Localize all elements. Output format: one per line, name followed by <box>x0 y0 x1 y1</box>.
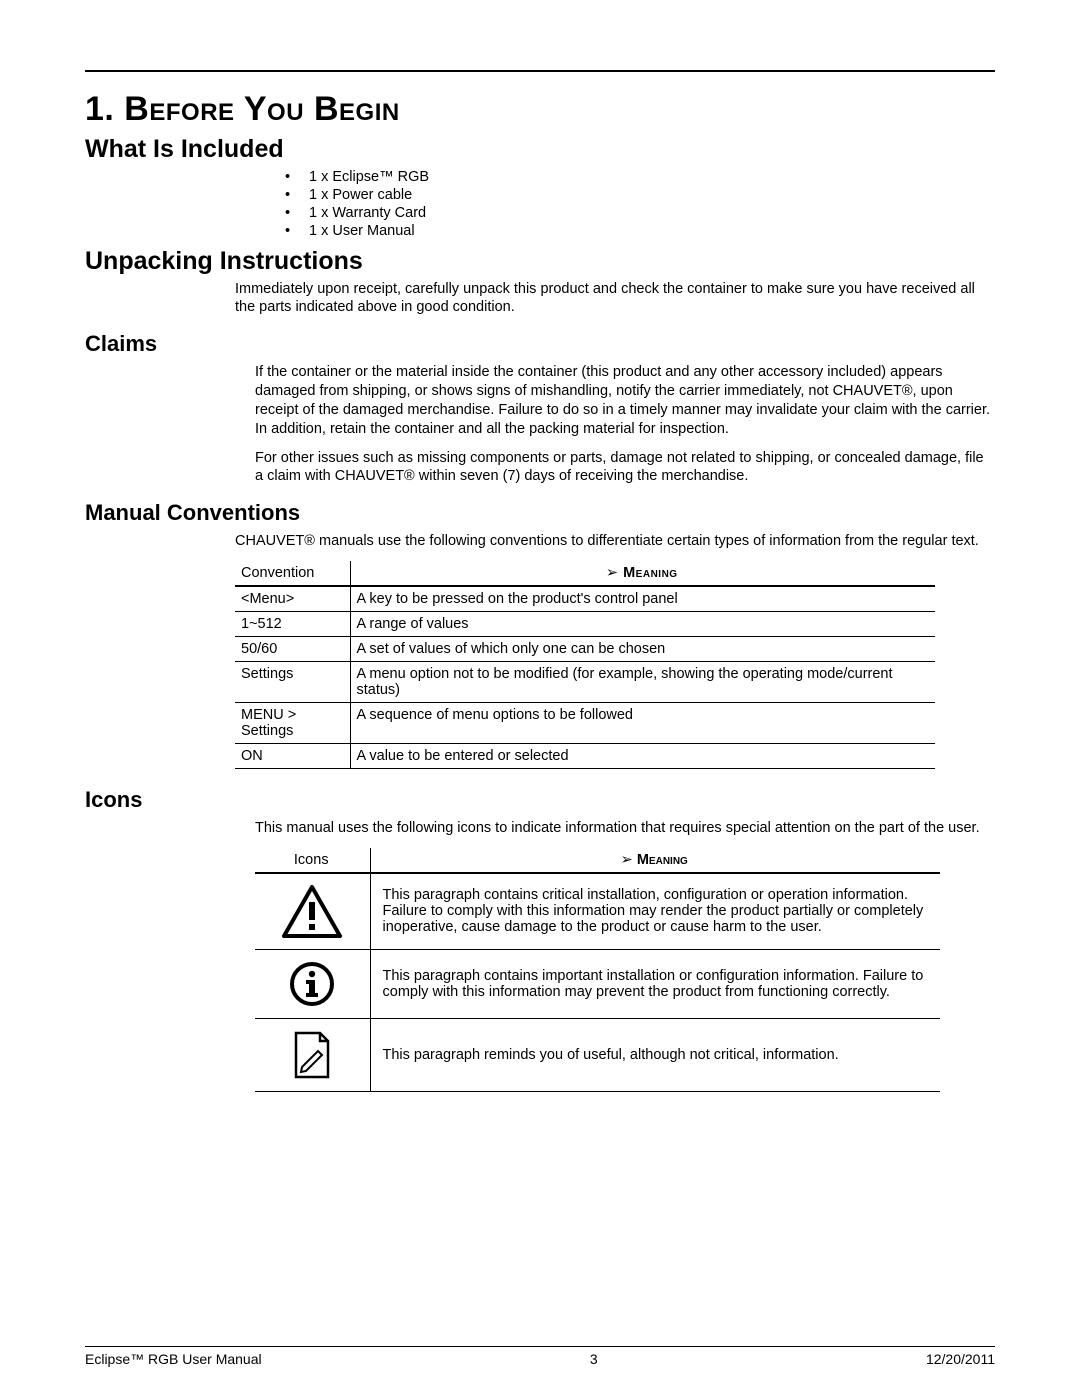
icon-meaning: This paragraph reminds you of useful, al… <box>370 1018 940 1091</box>
list-item: 1 x User Manual <box>285 222 995 240</box>
icons-table: Icons Meaning This paragraph contains cr… <box>255 848 940 1092</box>
th-meaning: Meaning <box>350 561 935 586</box>
warning-icon-cell <box>255 873 370 950</box>
conv-meaning: A sequence of menu options to be followe… <box>350 703 935 744</box>
conventions-table: Convention Meaning <Menu>A key to be pre… <box>235 561 935 769</box>
conventions-intro: CHAUVET® manuals use the following conve… <box>235 532 995 551</box>
subsection-claims: Claims <box>85 331 995 357</box>
icon-meaning: This paragraph contains important instal… <box>370 949 940 1018</box>
conv-meaning: A key to be pressed on the product's con… <box>350 586 935 612</box>
conv-meaning: A range of values <box>350 612 935 637</box>
page-heading: 1. Before You Begin <box>85 90 995 129</box>
list-item: 1 x Eclipse™ RGB <box>285 168 995 186</box>
subsection-icons: Icons <box>85 787 995 813</box>
th-convention: Convention <box>235 561 350 586</box>
included-list: 1 x Eclipse™ RGB 1 x Power cable 1 x War… <box>285 168 995 241</box>
conv-cell: Settings <box>235 662 350 703</box>
unpacking-body: Immediately upon receipt, carefully unpa… <box>235 280 995 318</box>
footer-date: 12/20/2011 <box>926 1351 995 1367</box>
icons-intro: This manual uses the following icons to … <box>255 819 995 838</box>
conv-cell: ON <box>235 744 350 769</box>
warning-icon <box>281 884 343 939</box>
top-rule <box>85 70 995 72</box>
icon-meaning: This paragraph contains critical install… <box>370 873 940 950</box>
th-meaning: Meaning <box>370 848 940 873</box>
conv-cell: 1~512 <box>235 612 350 637</box>
conv-meaning: A menu option not to be modified (for ex… <box>350 662 935 703</box>
conv-meaning: A value to be entered or selected <box>350 744 935 769</box>
conv-cell: 50/60 <box>235 637 350 662</box>
note-icon <box>288 1029 336 1081</box>
footer-page-number: 3 <box>590 1351 598 1367</box>
conv-meaning: A set of values of which only one can be… <box>350 637 935 662</box>
section-unpacking: Unpacking Instructions <box>85 247 995 276</box>
list-item: 1 x Power cable <box>285 186 995 204</box>
footer-left: Eclipse™ RGB User Manual <box>85 1351 262 1367</box>
conv-cell: <Menu> <box>235 586 350 612</box>
list-item: 1 x Warranty Card <box>285 204 995 222</box>
info-icon <box>288 960 336 1008</box>
subsection-conventions: Manual Conventions <box>85 500 995 526</box>
claims-p1: If the container or the material inside … <box>255 363 995 438</box>
th-icons: Icons <box>255 848 370 873</box>
conv-cell: MENU > Settings <box>235 703 350 744</box>
info-icon-cell <box>255 949 370 1018</box>
page-footer: Eclipse™ RGB User Manual 3 12/20/2011 <box>85 1346 995 1367</box>
section-included: What Is Included <box>85 135 995 164</box>
claims-p2: For other issues such as missing compone… <box>255 449 995 487</box>
note-icon-cell <box>255 1018 370 1091</box>
